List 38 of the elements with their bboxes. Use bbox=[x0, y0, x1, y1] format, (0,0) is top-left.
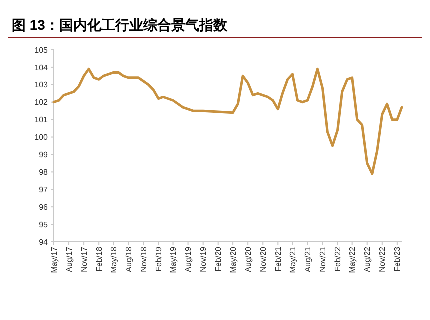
x-tick-label: Feb/21 bbox=[274, 246, 283, 272]
x-tick-label: Aug/22 bbox=[363, 246, 372, 272]
x-tick-label: Nov/18 bbox=[139, 246, 148, 272]
x-tick-label: Nov/17 bbox=[80, 246, 89, 272]
x-tick-label: Feb/18 bbox=[94, 246, 104, 272]
x-tick-label: May/22 bbox=[348, 246, 358, 274]
chart-title: 图 13：国内化工行业综合景气指数 bbox=[12, 17, 228, 33]
x-tick-label: Nov/20 bbox=[258, 246, 268, 272]
y-tick-label: 95 bbox=[39, 220, 49, 230]
y-tick-label: 96 bbox=[39, 202, 49, 212]
x-tick-label: Feb/19 bbox=[154, 246, 164, 272]
x-tick-label: May/17 bbox=[50, 246, 59, 274]
x-tick-label: Feb/22 bbox=[334, 246, 343, 272]
y-tick-label: 98 bbox=[39, 168, 49, 177]
y-tick-label: 101 bbox=[34, 116, 49, 125]
y-tick-label: 97 bbox=[39, 185, 49, 194]
x-tick-label: Nov/19 bbox=[199, 246, 208, 272]
x-tick-label: Nov/22 bbox=[378, 246, 388, 272]
y-tick-label: 105 bbox=[34, 46, 49, 55]
x-tick-label: May/19 bbox=[169, 246, 178, 274]
x-tick-label: Aug/18 bbox=[124, 246, 134, 272]
x-tick-label: Feb/23 bbox=[393, 246, 402, 272]
y-tick-label: 103 bbox=[34, 80, 49, 90]
x-tick-label: Aug/21 bbox=[304, 246, 313, 272]
x-tick-label: Nov/21 bbox=[318, 246, 328, 272]
y-tick-label: 102 bbox=[34, 98, 49, 108]
y-tick-label: 94 bbox=[39, 238, 49, 247]
x-tick-label: Feb/20 bbox=[214, 246, 224, 272]
x-tick-label: May/20 bbox=[228, 246, 238, 274]
y-tick-label: 99 bbox=[39, 150, 49, 160]
line-series bbox=[52, 68, 404, 176]
y-tick-label: 104 bbox=[34, 63, 49, 72]
x-tick-label: Aug/20 bbox=[244, 246, 253, 272]
x-tick-label: May/18 bbox=[109, 246, 118, 274]
x-tick-label: Aug/17 bbox=[64, 246, 74, 272]
y-tick-label: 100 bbox=[34, 133, 49, 142]
x-tick-label: Aug/19 bbox=[184, 246, 194, 272]
x-tick-label: May/21 bbox=[288, 246, 298, 274]
